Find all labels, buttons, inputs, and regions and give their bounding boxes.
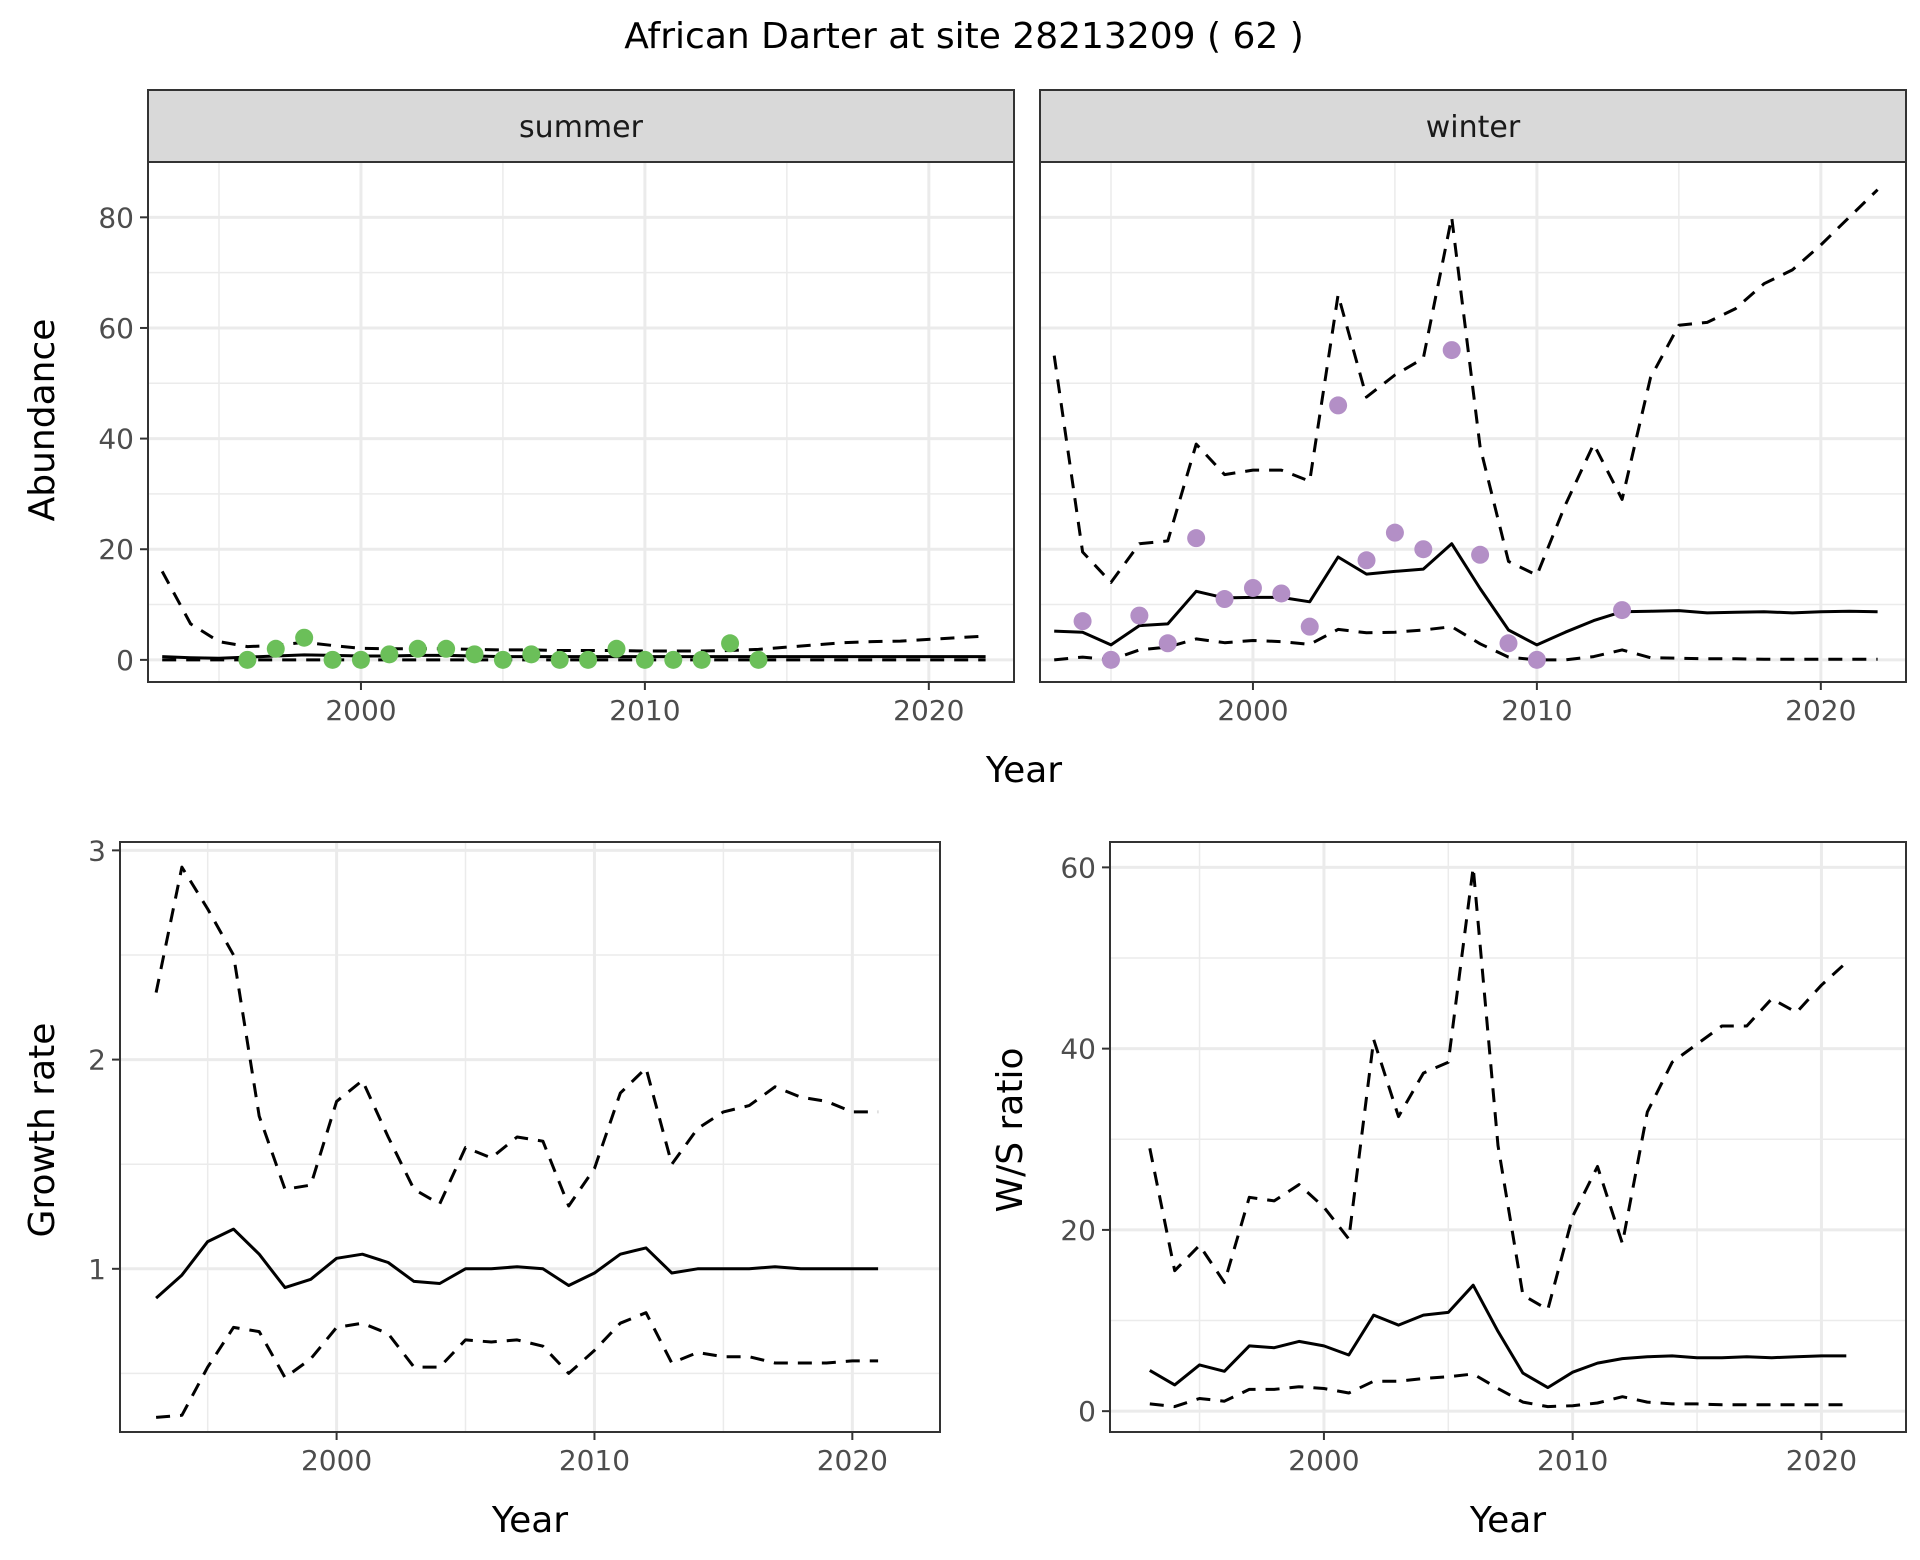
- data-point: [380, 645, 399, 664]
- data-point: [351, 650, 370, 669]
- abundance-x-axis-label: Year: [985, 750, 1062, 791]
- x-tick-label: 2010: [559, 1444, 630, 1477]
- x-tick-label: 2010: [1537, 1444, 1608, 1477]
- data-point: [1357, 551, 1376, 570]
- data-point: [1215, 590, 1234, 609]
- data-point: [1243, 578, 1262, 597]
- panel-background: [1040, 162, 1906, 682]
- series-line-estimate: [162, 653, 986, 660]
- x-tick-label: 2010: [609, 694, 680, 727]
- series-line-estimate: [1149, 1283, 1847, 1390]
- series-line-lower: [1149, 1372, 1847, 1409]
- data-point: [1385, 523, 1404, 542]
- data-point: [465, 645, 484, 664]
- panel-border: [119, 841, 941, 1433]
- data-point: [493, 650, 512, 669]
- x-tick-label: 2000: [325, 694, 396, 727]
- y-tick-label: 80: [98, 201, 134, 234]
- data-point: [579, 650, 598, 669]
- panel-border: [1109, 841, 1907, 1433]
- abundance-winter-panel: winter 2000 2010 2020: [1039, 89, 1907, 727]
- ws-x-axis-label: Year: [1469, 1500, 1546, 1541]
- data-point: [692, 650, 711, 669]
- figure-title: African Darter at site 28213209 ( 62 ): [624, 16, 1304, 57]
- x-tick-label: 2020: [1786, 1444, 1857, 1477]
- data-point: [437, 639, 456, 658]
- facet-label: winter: [1426, 110, 1521, 145]
- data-point: [1187, 529, 1206, 548]
- data-point: [1613, 601, 1632, 620]
- panel-background: [120, 842, 940, 1432]
- x-tick-label: 2000: [1288, 1444, 1359, 1477]
- abundance-y-axis-label: Abundance: [22, 319, 63, 522]
- y-tick-label: 60: [98, 312, 134, 345]
- series-line-estimate: [155, 1227, 879, 1300]
- data-point: [664, 650, 683, 669]
- growth-y-axis-label: Growth rate: [22, 1023, 63, 1238]
- data-point: [721, 634, 740, 653]
- x-tick-label: 2020: [817, 1444, 888, 1477]
- data-point: [522, 645, 541, 664]
- y-tick-label: 20: [98, 533, 134, 566]
- data-point: [1158, 634, 1177, 653]
- x-tick-label: 2000: [301, 1444, 372, 1477]
- data-point: [749, 650, 768, 669]
- data-point: [238, 650, 257, 669]
- data-point: [1442, 341, 1461, 360]
- y-tick-label: 60: [1060, 851, 1096, 884]
- data-point: [408, 639, 427, 658]
- y-tick-label: 40: [1060, 1033, 1096, 1066]
- panel-border: [147, 161, 1015, 683]
- panel-background: [1110, 842, 1906, 1432]
- data-point: [1073, 612, 1092, 631]
- data-point: [1130, 606, 1149, 625]
- y-tick-label: 2: [88, 1044, 106, 1077]
- abundance-summer-panel: summer 2000 2010 2020 0 20 40 60 80: [98, 89, 1015, 727]
- data-point: [1499, 634, 1518, 653]
- data-point: [295, 628, 314, 647]
- growth-rate-panel: 2000 2010 2020 1 2 3: [88, 834, 941, 1477]
- data-point: [1272, 584, 1291, 603]
- data-point: [550, 650, 569, 669]
- ws-ratio-panel: 2000 2010 2020 0 20 40 60: [1060, 841, 1907, 1477]
- data-point: [607, 639, 626, 658]
- series-line-upper: [1148, 865, 1848, 1312]
- y-tick-label: 0: [1078, 1395, 1096, 1428]
- data-point: [1101, 650, 1120, 669]
- x-tick-label: 2000: [1217, 694, 1288, 727]
- y-tick-label: 0: [116, 644, 134, 677]
- data-point: [1527, 650, 1546, 669]
- data-point: [266, 639, 285, 658]
- y-tick-label: 3: [88, 834, 106, 867]
- ws-y-axis-label: W/S ratio: [990, 1047, 1031, 1212]
- panel-border: [1039, 161, 1907, 683]
- panel-background: [148, 162, 1014, 682]
- data-point: [1414, 540, 1433, 559]
- y-tick-label: 1: [88, 1253, 106, 1286]
- data-point: [1300, 617, 1319, 636]
- series-line-estimate: [1054, 542, 1878, 647]
- series-line-upper: [154, 865, 879, 1208]
- series-line-lower: [155, 1311, 879, 1419]
- data-point: [1471, 545, 1490, 564]
- growth-x-axis-label: Year: [491, 1500, 568, 1541]
- y-tick-label: 40: [98, 423, 134, 456]
- y-tick-label: 20: [1060, 1214, 1096, 1247]
- data-point: [1329, 396, 1348, 415]
- series-line-lower: [1054, 625, 1878, 662]
- data-point: [635, 650, 654, 669]
- facet-label: summer: [519, 110, 644, 145]
- facet-strip: [147, 89, 1015, 163]
- x-tick-label: 2020: [893, 694, 964, 727]
- data-point: [323, 650, 342, 669]
- x-tick-label: 2020: [1785, 694, 1856, 727]
- x-tick-label: 2010: [1501, 694, 1572, 727]
